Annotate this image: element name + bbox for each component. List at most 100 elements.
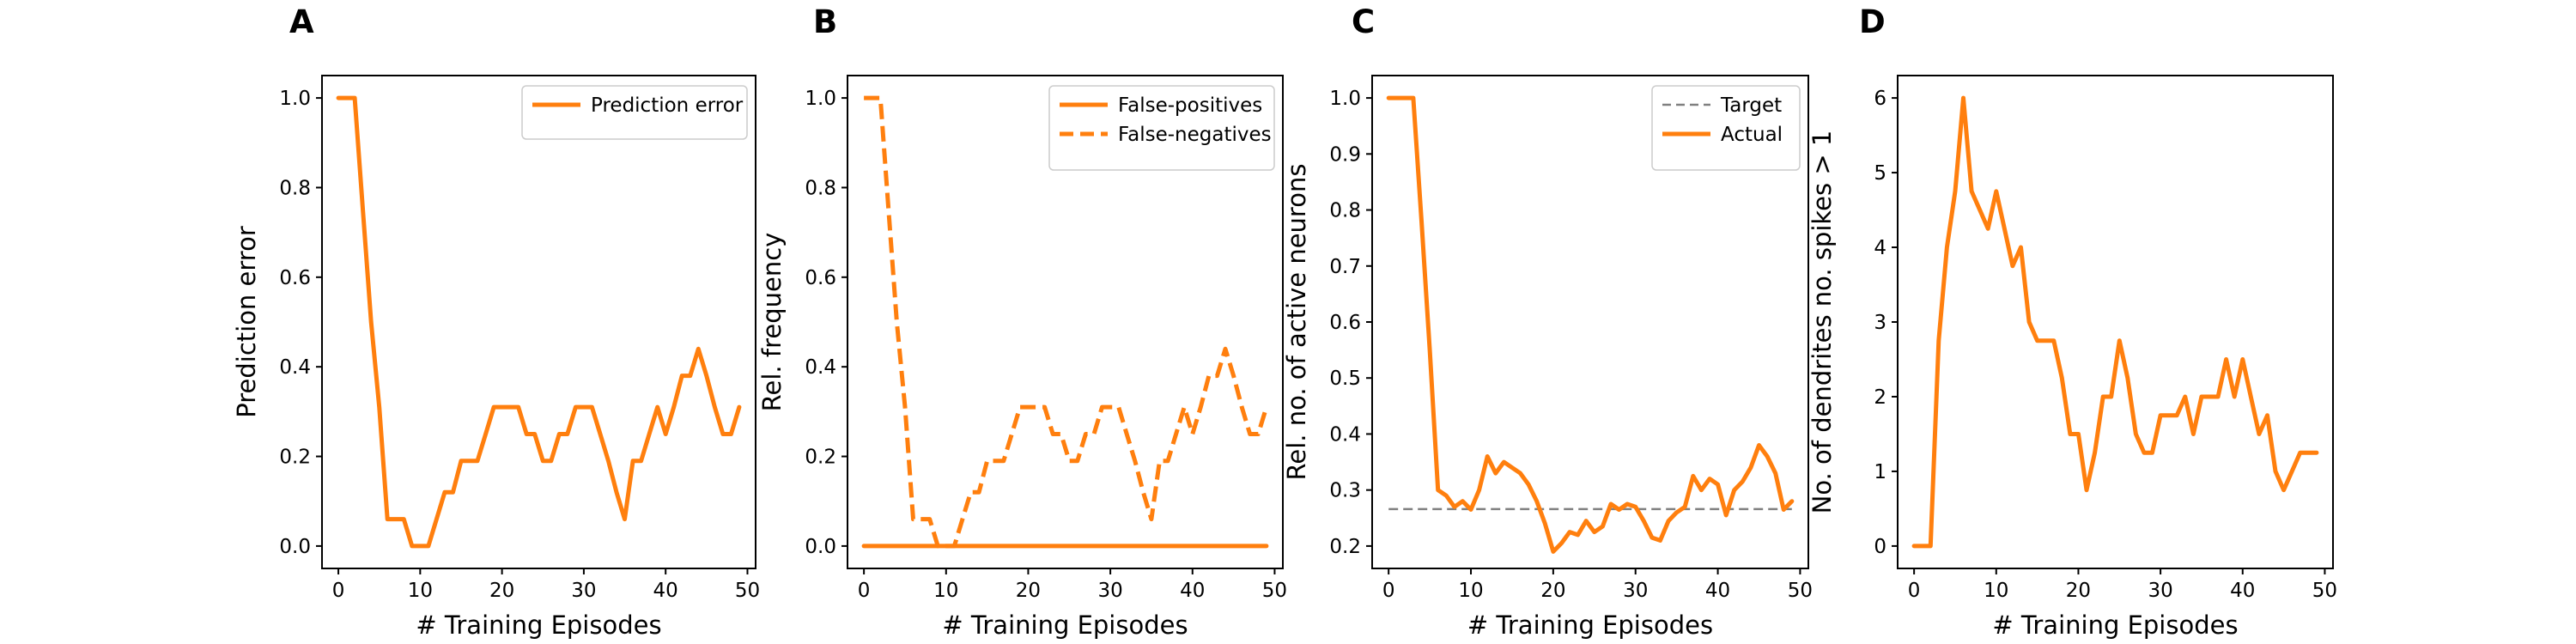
- x-tick-label: 30: [2148, 580, 2172, 602]
- x-tick: 30: [571, 568, 597, 602]
- x-tick: 40: [2230, 568, 2255, 602]
- y-tick-label: 0.4: [279, 356, 311, 379]
- panel-letter: A: [289, 3, 314, 40]
- series-line-prediction-error: [336, 95, 742, 549]
- x-tick-label: 10: [408, 580, 433, 602]
- x-tick: 40: [1180, 568, 1205, 602]
- legend-label-false-positives: False-positives: [1118, 94, 1262, 117]
- x-tick: 20: [1016, 568, 1041, 602]
- x-tick: 10: [1984, 568, 2008, 602]
- x-tick-label: 40: [2230, 580, 2255, 602]
- y-axis-label: No. of dendrites no. spikes > 1: [1807, 131, 1837, 514]
- y-tick-label: 1.0: [279, 88, 311, 110]
- y-tick-label: 0.8: [1329, 200, 1361, 222]
- y-tick: 0.4: [805, 356, 848, 379]
- plot-frame: [847, 75, 1284, 569]
- y-tick: 2: [1874, 386, 1898, 409]
- x-tick: 20: [1540, 568, 1566, 602]
- y-tick: 3: [1874, 312, 1898, 334]
- y-tick-label: 3: [1874, 312, 1886, 334]
- x-tick: 40: [1705, 568, 1730, 602]
- x-tick-label: 10: [1458, 580, 1483, 602]
- x-tick: 20: [489, 568, 514, 602]
- y-tick-label: 0.4: [805, 356, 836, 379]
- x-tick-label: 0: [1908, 580, 1921, 602]
- x-tick: 0: [1382, 568, 1395, 602]
- x-tick-label: 20: [1016, 580, 1041, 602]
- y-tick-label: 0.2: [1329, 536, 1361, 558]
- x-tick: 10: [1458, 568, 1484, 602]
- y-tick-label: 0.8: [279, 177, 311, 199]
- x-tick: 0: [1908, 568, 1921, 602]
- x-tick: 0: [332, 568, 345, 602]
- x-axis-label: # Training Episodes: [942, 611, 1188, 640]
- x-tick-label: 50: [1788, 580, 1813, 602]
- y-tick-label: 0.6: [805, 267, 836, 289]
- x-tick-label: 30: [1623, 580, 1648, 602]
- x-tick-label: 50: [735, 580, 760, 602]
- x-tick: 40: [653, 568, 678, 602]
- y-tick-label: 0.5: [1329, 368, 1361, 390]
- y-tick: 0.2: [1329, 536, 1372, 558]
- y-tick: 0.6: [1329, 312, 1372, 334]
- plot-frame: [321, 75, 756, 569]
- plot-frame: [1897, 75, 2334, 569]
- legend-label-false-negatives: False-negatives: [1118, 124, 1272, 146]
- x-tick: 50: [1262, 568, 1287, 602]
- x-tick-label: 30: [571, 580, 596, 602]
- y-tick-label: 0.9: [1329, 143, 1361, 166]
- y-tick-label: 0.2: [279, 447, 311, 469]
- y-axis-label: Prediction error: [232, 226, 261, 418]
- x-tick-label: 40: [653, 580, 678, 602]
- x-tick: 50: [735, 568, 760, 602]
- legend-label-prediction-error: Prediction error: [591, 94, 744, 117]
- panel-letter: C: [1352, 3, 1375, 40]
- x-tick: 30: [2148, 568, 2173, 602]
- y-tick-label: 1: [1874, 461, 1886, 483]
- y-tick: 0.8: [1329, 200, 1372, 222]
- x-tick-label: 0: [1382, 580, 1395, 602]
- y-tick: 0.6: [279, 267, 322, 289]
- y-tick-label: 0.4: [1329, 423, 1361, 446]
- y-tick-label: 0.2: [805, 447, 836, 469]
- series-line-false-negatives: [864, 95, 1269, 549]
- x-tick-label: 50: [2312, 580, 2337, 602]
- legend-label-target: Target: [1720, 94, 1782, 117]
- series-line-actual: [1386, 95, 1795, 554]
- panel-b: 0 10 20 30 40 50 0.0 0.2 0.4 0.6 0.8 1.0 # Training …: [757, 3, 1287, 640]
- y-tick: 0.8: [279, 177, 322, 199]
- y-axis-label: Rel. frequency: [757, 233, 787, 412]
- legend-label-actual: Actual: [1721, 124, 1783, 146]
- panel-a: 0 10 20 30 40 50 0.0 0.2 0.4 0.6 0.8 1.0 # Training …: [232, 3, 760, 640]
- y-tick-label: 2: [1874, 386, 1886, 409]
- x-tick: 10: [408, 568, 433, 602]
- legend: Target Actual: [1651, 85, 1801, 171]
- y-tick: 0.5: [1329, 368, 1372, 390]
- x-tick-label: 50: [1262, 580, 1287, 602]
- y-tick: 1.0: [805, 88, 848, 110]
- x-tick: 20: [2066, 568, 2091, 602]
- y-axis-label: Rel. no. of active neurons: [1282, 164, 1311, 481]
- x-tick: 0: [858, 568, 870, 602]
- y-tick: 0.4: [1329, 423, 1372, 446]
- x-tick-label: 20: [489, 580, 514, 602]
- x-axis-label: # Training Episodes: [1467, 611, 1713, 640]
- x-tick: 50: [2312, 568, 2337, 602]
- y-tick-label: 1.0: [805, 88, 836, 110]
- y-tick: 0.8: [805, 177, 848, 199]
- legend-box: [1651, 85, 1801, 171]
- x-tick-label: 10: [1984, 580, 2008, 602]
- y-tick-label: 0.6: [1329, 312, 1361, 334]
- legend: False-positives False-negatives: [1048, 85, 1275, 171]
- y-tick-label: 5: [1874, 162, 1886, 185]
- y-tick: 0.6: [805, 267, 848, 289]
- y-tick: 0.2: [805, 447, 848, 469]
- x-tick-label: 0: [332, 580, 345, 602]
- y-tick-label: 0.0: [279, 536, 311, 558]
- y-tick: 1.0: [1329, 88, 1372, 110]
- x-tick: 10: [933, 568, 958, 602]
- y-tick: 6: [1874, 88, 1898, 110]
- x-axis-label: # Training Episodes: [416, 611, 661, 640]
- panel-letter: B: [813, 3, 837, 40]
